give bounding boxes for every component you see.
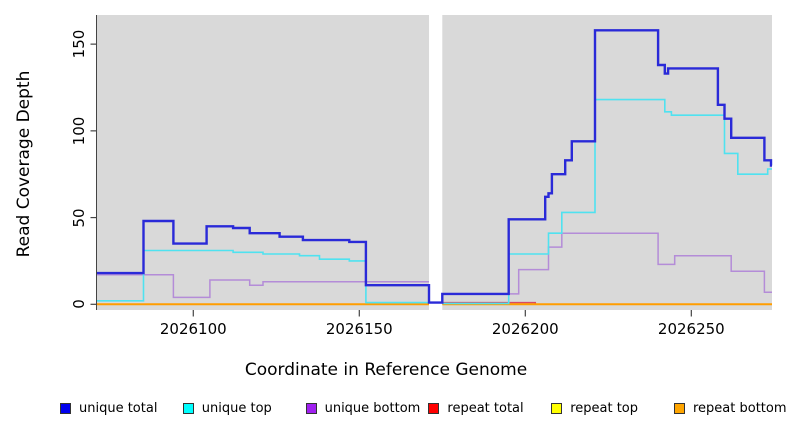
x-tick-label: 2026200	[491, 320, 559, 338]
legend-label: repeat top	[570, 400, 638, 416]
legend-swatch-repeat-bottom	[674, 402, 685, 414]
legend-swatch-unique-top	[182, 402, 194, 414]
legend: unique total unique top unique bottom repea…	[0, 399, 792, 421]
legend-swatch-unique-total	[60, 402, 71, 414]
legend-item: unique top	[182, 399, 272, 417]
x-axis-title: Coordinate in Reference Genome	[244, 360, 528, 380]
x-tick-label: 2026100	[159, 320, 227, 338]
series-line-unique-total	[97, 29, 773, 304]
legend-item: repeat bottom	[674, 399, 787, 417]
legend-label: unique top	[201, 400, 272, 416]
series-line-unique-bottom	[97, 274, 429, 299]
legend-swatch-repeat-top	[551, 402, 563, 414]
series-line-unique-top	[442, 98, 772, 305]
legend-label: unique bottom	[324, 400, 421, 416]
x-tick-label: 2026150	[325, 320, 393, 338]
legend-label: repeat total	[447, 400, 524, 416]
y-tick-label: 50	[70, 208, 88, 228]
legend-item: unique bottom	[305, 399, 421, 417]
legend-item: repeat total	[428, 399, 524, 417]
legend-label: repeat bottom	[693, 400, 787, 416]
y-tick-label: 100	[70, 116, 88, 146]
legend-item: unique total	[60, 399, 157, 417]
series-line-unique-bottom	[442, 232, 772, 295]
series-line-unique-top	[97, 249, 429, 304]
legend-item: repeat top	[551, 399, 638, 417]
y-tick-label: 150	[70, 29, 88, 59]
coverage-gap-region	[429, 15, 443, 310]
y-tick-label: 0	[70, 299, 88, 310]
y-axis-title: Read Coverage Depth	[14, 70, 34, 258]
legend-swatch-unique-bottom	[305, 402, 317, 414]
x-tick-label: 2026250	[657, 320, 725, 338]
legend-label: unique total	[79, 400, 158, 416]
legend-swatch-repeat-total	[428, 402, 440, 414]
